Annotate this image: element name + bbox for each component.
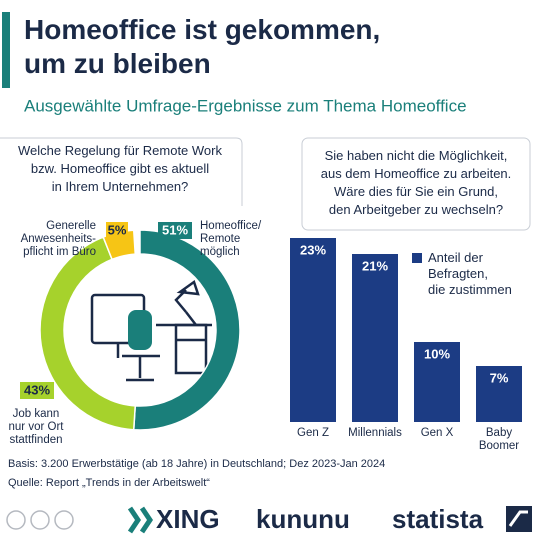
category-label: Job kann nur vor Ort stattfinden [9,408,65,446]
value-badge [158,222,192,239]
category-label: Generelle Anwesenheits-pflicht im Büro [21,220,97,258]
value-badge [106,222,128,239]
illustration [90,279,212,382]
title: Homeoffice ist gekommen, um zu bleiben [24,14,380,79]
question-frame [0,137,243,206]
legend-swatch [412,253,422,263]
logo-text: XING [156,504,220,534]
question: Welche Regelung für Remote Work bzw. Home… [18,143,223,194]
value-badge [20,382,54,399]
value-label: 10% [424,346,450,361]
donut-slice [132,229,241,431]
logos [6,506,532,534]
value-label: 5% [108,222,127,237]
x-tick-label: Millennials [348,427,402,439]
category-label: Homeoffice/Remote möglich [200,220,262,258]
question: Sie haben nicht die Möglichkeit, aus dem … [321,148,512,217]
x-tick-label: Baby Boomer [479,427,519,452]
accent-bar [2,12,10,88]
footnote: Basis: 3.200 Erwerbstätige (ab 18 Jahre)… [8,458,385,470]
footnote: Quelle: Report „Trends in der Arbeitswel… [8,477,210,489]
logo-text: statista [392,504,484,534]
subtitle: Ausgewählte Umfrage-Ergebnisse zum Thema… [24,96,467,115]
bar [414,342,460,422]
value-label: 51% [162,222,188,237]
value-label: 43% [24,382,50,397]
x-tick-label: Gen X [421,427,454,439]
legend-label: Anteil der Befragten, die zustimmen [428,250,512,297]
question-frame [301,137,531,231]
value-label: 7% [490,370,509,385]
value-label: 21% [362,258,388,273]
bar [352,254,398,422]
bar [476,366,522,422]
bar [290,238,336,422]
value-label: 23% [300,242,326,257]
x-tick-label: Gen Z [297,427,329,439]
logo-text: kununu [256,504,350,534]
